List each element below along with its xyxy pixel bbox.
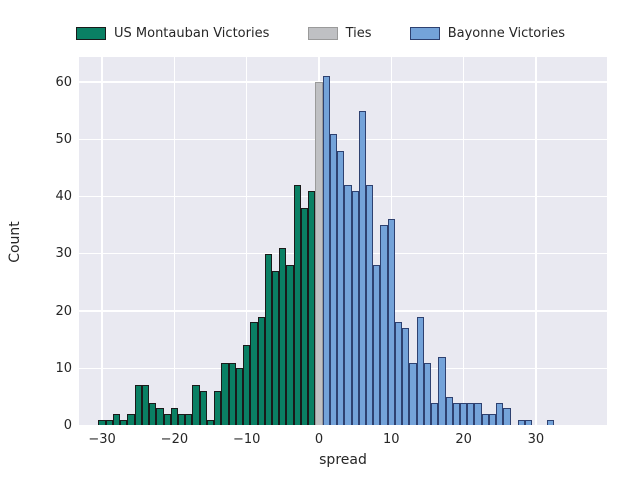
x-tick-label: −30 (88, 432, 116, 447)
gridline-vertical (462, 57, 465, 426)
legend-swatch-icon (76, 26, 106, 40)
us-montauban-victories-bar (185, 414, 193, 426)
bayonne-victories-bar (344, 185, 352, 426)
gridline-vertical (101, 57, 103, 426)
us-montauban-victories-bar (120, 419, 128, 426)
bayonne-victories-bar (416, 316, 424, 426)
us-montauban-victories-bar (170, 408, 178, 426)
us-montauban-victories-bar (293, 185, 301, 426)
legend-item: US Montauban Victories (76, 26, 269, 41)
us-montauban-victories-bar (235, 368, 244, 426)
bayonne-victories-bar (488, 414, 497, 426)
us-montauban-victories-bar (250, 322, 258, 426)
bayonne-victories-bar (459, 402, 468, 426)
bayonne-victories-bar (322, 76, 330, 426)
bayonne-victories-bar (496, 402, 504, 426)
legend-label: Bayonne Victories (447, 25, 565, 41)
y-tick-label: 60 (55, 74, 72, 90)
y-tick-label: 30 (55, 246, 72, 262)
us-montauban-victories-bar (272, 270, 280, 426)
bayonne-victories-bar (467, 402, 475, 426)
x-tick-label: 10 (383, 432, 400, 447)
y-tick-label: 0 (63, 418, 72, 433)
us-montauban-victories-bar (127, 414, 135, 426)
bayonne-victories-bar (373, 265, 381, 426)
bayonne-victories-bar (387, 219, 395, 426)
bayonne-victories-bar (337, 150, 345, 426)
legend-label: Ties (345, 25, 372, 41)
gridline-vertical (535, 57, 537, 426)
us-montauban-victories-bar (199, 391, 207, 426)
us-montauban-victories-bar (134, 385, 142, 426)
bayonne-victories-bar (546, 419, 554, 426)
us-montauban-victories-bar (221, 362, 229, 426)
y-axis-label: Count (7, 220, 23, 263)
bayonne-victories-bar (402, 328, 410, 426)
legend-swatch-icon (307, 26, 338, 40)
x-tick-label: 30 (527, 432, 545, 447)
bayonne-victories-bar (474, 402, 482, 426)
plot-area (79, 57, 607, 426)
us-montauban-victories-bar (257, 316, 265, 426)
bayonne-victories-bar (431, 402, 439, 426)
bayonne-victories-bar (380, 225, 388, 426)
bayonne-victories-bar (438, 356, 446, 426)
bayonne-victories-bar (423, 362, 432, 426)
bayonne-victories-bar (452, 402, 460, 426)
gridline-vertical (173, 57, 176, 426)
ties-bar (315, 82, 323, 426)
x-tick-label: 20 (455, 432, 472, 447)
us-montauban-victories-bar (163, 414, 171, 426)
us-montauban-victories-bar (243, 345, 251, 426)
us-montauban-victories-bar (141, 385, 150, 426)
x-tick-label: 0 (314, 432, 324, 447)
bayonne-victories-bar (351, 190, 359, 426)
x-axis-label: spread (319, 452, 367, 468)
gridline-vertical (246, 57, 248, 426)
bayonne-victories-bar (329, 133, 338, 426)
us-montauban-victories-bar (156, 408, 164, 426)
y-tick-label: 20 (55, 303, 72, 319)
bayonne-victories-bar (517, 419, 526, 426)
bayonne-victories-bar (394, 322, 403, 426)
us-montauban-victories-bar (206, 419, 215, 426)
legend-swatch-icon (409, 26, 440, 40)
bayonne-victories-bar (525, 419, 533, 426)
bayonne-victories-bar (481, 414, 489, 426)
us-montauban-victories-bar (105, 419, 113, 426)
legend: US Montauban Victories Ties Bayonne Victor… (76, 25, 565, 41)
bayonne-victories-bar (445, 396, 453, 426)
bayonne-victories-bar (365, 185, 374, 426)
bayonne-victories-bar (409, 362, 417, 426)
gridline-horizontal (79, 138, 607, 140)
us-montauban-victories-bar (192, 385, 200, 426)
gridline-horizontal (79, 81, 607, 83)
us-montauban-victories-bar (264, 253, 272, 426)
legend-label: US Montauban Victories (114, 25, 270, 41)
us-montauban-victories-bar (149, 402, 157, 426)
y-tick-label: 40 (55, 189, 72, 205)
y-tick-label: 50 (55, 131, 72, 147)
us-montauban-victories-bar (228, 362, 236, 426)
x-tick-label: −10 (232, 432, 261, 447)
us-montauban-victories-bar (300, 207, 309, 426)
legend-item: Ties (307, 25, 372, 41)
us-montauban-victories-bar (286, 265, 294, 426)
us-montauban-victories-bar (279, 248, 287, 426)
y-tick-label: 10 (55, 360, 72, 376)
us-montauban-victories-bar (178, 414, 186, 426)
bayonne-victories-bar (358, 110, 366, 426)
us-montauban-victories-bar (112, 414, 121, 426)
legend-item: Bayonne Victories (409, 25, 565, 41)
us-montauban-victories-bar (308, 190, 316, 426)
bayonne-victories-bar (503, 408, 511, 426)
us-montauban-victories-bar (98, 419, 106, 426)
us-montauban-victories-bar (214, 391, 222, 426)
x-tick-label: −20 (160, 432, 189, 447)
